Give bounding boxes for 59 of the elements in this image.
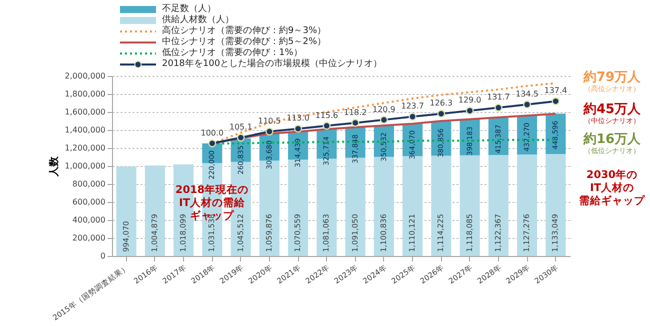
legend-label: 低位シナリオ（需要の伸び：1%） [162, 48, 302, 58]
y-tick-label: 2,000,000 [64, 72, 106, 80]
y-tick-label: 0 [100, 252, 106, 260]
y-tick-label: 800,000 [72, 180, 106, 188]
data-label: 105.1 [229, 122, 252, 132]
data-label: 100.0 [200, 128, 224, 138]
data-label: 110.5 [258, 116, 281, 126]
bar [546, 154, 566, 256]
data-label: 120.9 [372, 104, 396, 114]
data-label: 123.7 [401, 102, 424, 111]
annotation: IT人材の需給 [178, 196, 246, 210]
data-label: 118.2 [344, 108, 367, 117]
bar [460, 155, 480, 256]
data-label: 115.6 [315, 110, 338, 120]
data-label: 131.7 [486, 92, 510, 102]
legend-label: 2018年を100とした場合の市場規模（中位シナリオ） [162, 59, 382, 70]
data-label: 129.0 [458, 96, 482, 105]
text: 需給ギャップ [579, 194, 645, 208]
point [408, 112, 417, 121]
bar [144, 166, 165, 256]
y-tick-label: 1,000,000 [64, 162, 106, 170]
text: 2030年の [586, 168, 638, 182]
data-label: 137.4 [544, 86, 568, 96]
y-tick-label: 1,800,000 [64, 90, 106, 98]
text: 約16万人 [583, 131, 641, 148]
point [265, 128, 274, 136]
y-tick-label: 1,400,000 [64, 126, 106, 134]
data-label: 134.5 [516, 90, 539, 98]
data-label: 113.0 [286, 114, 310, 123]
point [437, 110, 446, 118]
bar [431, 156, 452, 256]
text: 約79万人 [583, 69, 641, 85]
point [494, 104, 502, 112]
bar [488, 154, 508, 256]
point [208, 139, 216, 148]
annotation: 2018年現在の [175, 183, 249, 197]
y-tick-label: 1,200,000 [64, 144, 106, 152]
legend-label: 高位シナリオ（需要の伸び：約9～3%） [162, 26, 326, 36]
y-tick-label: 200,000 [72, 234, 106, 242]
y-tick-label: 1,600,000 [64, 108, 106, 116]
bar [517, 154, 538, 256]
bar [116, 166, 136, 256]
legend-label: 供給人材数（人） [162, 15, 234, 26]
y-tick-label: 600,000 [72, 198, 106, 206]
legend-label: 不足数（人） [162, 4, 216, 14]
y-tick-label: 400,000 [72, 216, 106, 224]
point [294, 124, 302, 133]
point [380, 116, 388, 124]
point [351, 118, 360, 127]
point [466, 106, 474, 115]
text: IT人材の [590, 181, 634, 195]
text: 約45万人 [583, 101, 641, 117]
point [523, 100, 532, 108]
data-label: 126.3 [430, 98, 453, 108]
point [322, 122, 331, 130]
y-axis-title: 人数 [48, 156, 60, 178]
legend-label: 中位シナリオ（需要の伸び：約5～2%） [162, 37, 326, 48]
point [236, 134, 245, 142]
point [552, 97, 560, 106]
